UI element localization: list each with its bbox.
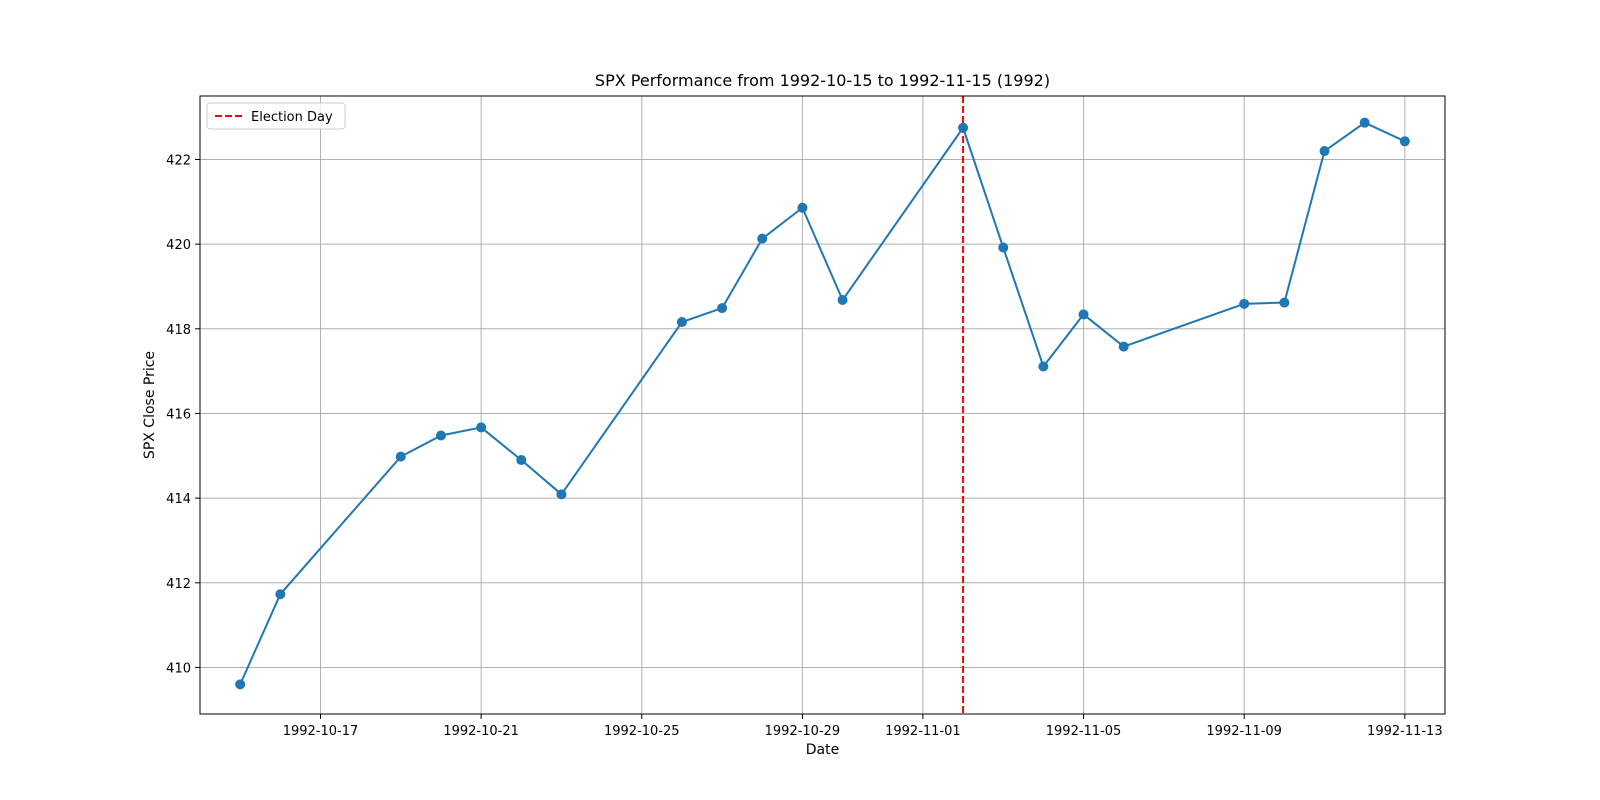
gridlines — [200, 96, 1445, 714]
data-point — [435, 430, 446, 441]
x-tick-label: 1992-11-01 — [885, 724, 961, 739]
x-tick-label: 1992-11-13 — [1367, 724, 1443, 739]
data-point — [275, 589, 286, 600]
x-axis-label: Date — [806, 742, 839, 758]
x-tick-label: 1992-10-29 — [765, 724, 841, 739]
y-tick-label: 416 — [166, 407, 191, 422]
series-layer — [235, 117, 1410, 690]
data-point — [717, 303, 728, 314]
x-tick-label: 1992-10-17 — [283, 724, 359, 739]
y-tick-label: 412 — [166, 577, 191, 592]
data-point — [1038, 361, 1049, 372]
x-tick-label: 1992-10-25 — [604, 724, 680, 739]
legend-box — [206, 102, 346, 130]
series-line — [239, 121, 1406, 685]
x-tick-label: 1992-10-21 — [443, 724, 519, 739]
data-point — [1279, 297, 1290, 308]
data-point — [476, 422, 487, 433]
data-point — [1399, 136, 1410, 147]
data-point — [1078, 309, 1089, 320]
chart-title: SPX Performance from 1992-10-15 to 1992-… — [595, 71, 1050, 90]
data-point — [998, 242, 1009, 253]
data-point — [676, 317, 687, 328]
data-point — [235, 679, 246, 690]
plot-frame — [199, 95, 1446, 715]
y-tick-label: 418 — [166, 323, 191, 338]
data-point — [1239, 298, 1250, 309]
data-point — [797, 202, 808, 213]
x-axis-ticks: 1992-10-17 1992-10-21 1992-10-25 1992-10-29… — [283, 714, 1443, 739]
data-point — [556, 489, 567, 500]
legend: Election Day — [206, 102, 346, 130]
data-point — [395, 451, 406, 462]
legend-label: Election Day — [251, 110, 333, 125]
data-point — [1118, 341, 1129, 352]
data-point — [1359, 117, 1370, 128]
x-tick-label: 1992-11-09 — [1206, 724, 1282, 739]
y-axis-label: SPX Close Price — [142, 351, 158, 459]
y-tick-label: 422 — [166, 153, 191, 168]
y-axis-ticks: 410 412 414 416 418 420 422 — [166, 153, 200, 676]
data-point — [757, 233, 768, 244]
data-point — [958, 122, 969, 133]
y-tick-label: 410 — [166, 661, 191, 676]
data-point — [516, 455, 527, 466]
data-point — [1319, 146, 1330, 157]
y-tick-label: 414 — [166, 492, 191, 507]
data-point — [837, 295, 848, 306]
y-tick-label: 420 — [166, 238, 191, 253]
x-tick-label: 1992-11-05 — [1046, 724, 1122, 739]
